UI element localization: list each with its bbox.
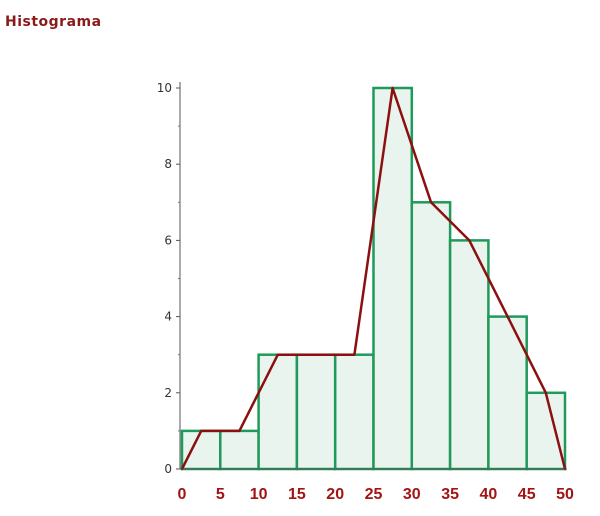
- histogram-bar: [487, 315, 528, 471]
- x-tick-label: 5: [216, 486, 225, 503]
- y-tick-label: 2: [164, 386, 172, 400]
- x-tick-label: 35: [441, 486, 459, 503]
- x-tick-label: 40: [480, 486, 498, 503]
- x-tick-label: 10: [250, 486, 268, 503]
- y-tick-label: 8: [164, 157, 172, 171]
- x-tick-label: 25: [365, 486, 383, 503]
- y-tick-label: 4: [164, 310, 172, 324]
- histogram-bar: [448, 239, 490, 471]
- histogram-bar: [219, 429, 260, 471]
- histogram-bar: [410, 201, 452, 471]
- x-tick-label: 45: [518, 486, 536, 503]
- x-tick-label: 50: [556, 486, 574, 503]
- histogram-bar: [295, 353, 337, 471]
- histogram-bar: [257, 353, 299, 471]
- y-tick-label: 0: [164, 462, 172, 476]
- y-tick-label: 6: [164, 233, 172, 247]
- frequency-polygon-line: [180, 86, 567, 471]
- x-tick-label: 0: [178, 486, 187, 503]
- histogram-bar: [180, 429, 222, 471]
- chart-title: Histograma: [5, 14, 102, 30]
- histogram-bar: [372, 86, 414, 471]
- x-tick-label: 30: [403, 486, 421, 503]
- histogram-bar: [525, 391, 567, 471]
- histogram-bar: [333, 353, 375, 471]
- x-tick-label: 15: [288, 486, 306, 503]
- x-tick-label: 20: [326, 486, 344, 503]
- y-tick-label: 10: [157, 81, 172, 95]
